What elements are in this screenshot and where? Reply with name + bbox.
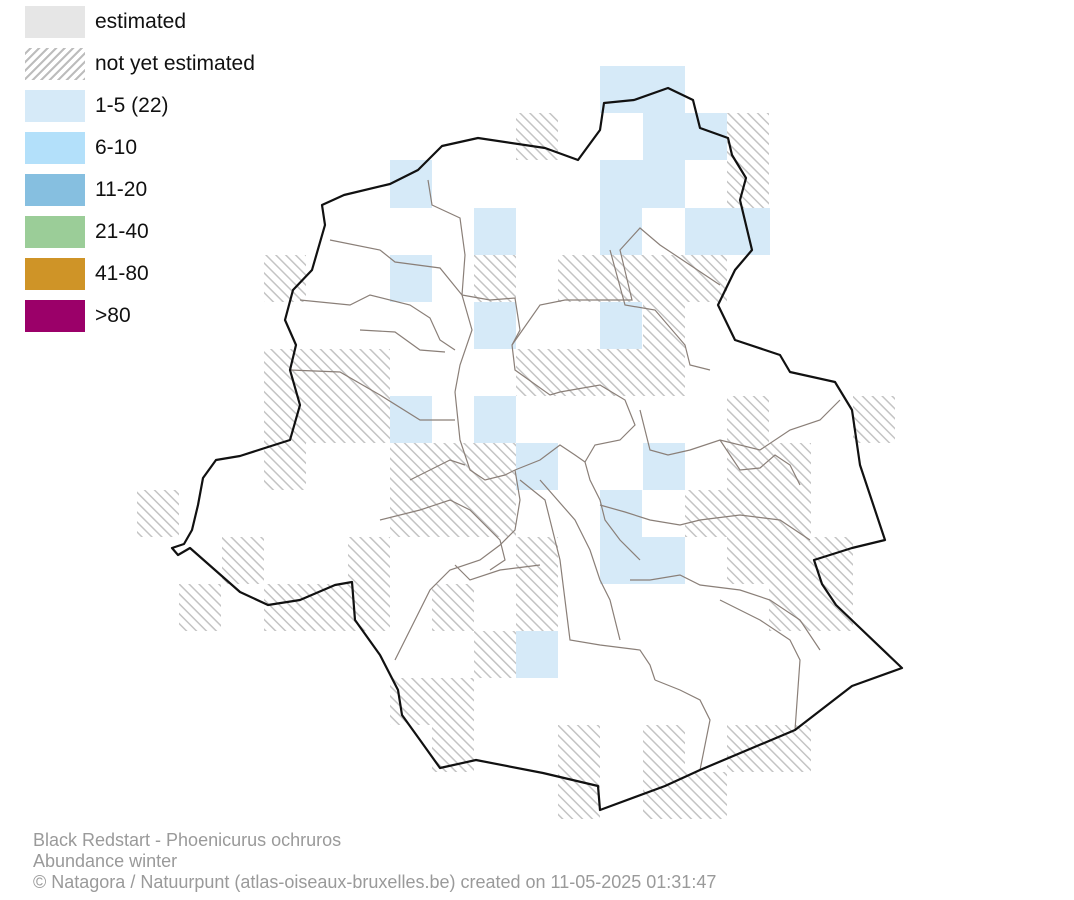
legend-swatch <box>25 216 85 248</box>
legend-label: estimated <box>95 10 187 33</box>
legend-label: 11-20 <box>95 178 148 201</box>
legend-swatch <box>25 132 85 164</box>
season-label: Abundance winter <box>33 851 178 871</box>
legend-label: not yet estimated <box>95 52 255 75</box>
species-name: Black Redstart - Phoenicurus ochruros <box>33 830 342 850</box>
legend-label: >80 <box>95 304 131 327</box>
legend-label: 21-40 <box>95 220 149 243</box>
municipality-boundaries <box>289 179 841 771</box>
legend-label: 1-5 (22) <box>95 94 169 117</box>
region-boundary <box>170 86 904 812</box>
legend-swatch <box>25 258 85 290</box>
legend-label: 6-10 <box>95 136 138 159</box>
legend-swatch <box>25 90 85 122</box>
map-caption: Black Redstart - Phoenicurus ochruros Ab… <box>33 830 716 893</box>
legend-label: 41-80 <box>95 262 149 285</box>
legend-swatch <box>25 174 85 206</box>
legend-swatch <box>25 48 85 80</box>
legend-swatch <box>25 300 85 332</box>
legend-swatch <box>25 6 85 38</box>
not-yet-estimated-cells <box>137 113 895 819</box>
credit-line: © Natagora / Natuurpunt (atlas-oiseaux-b… <box>33 872 717 892</box>
